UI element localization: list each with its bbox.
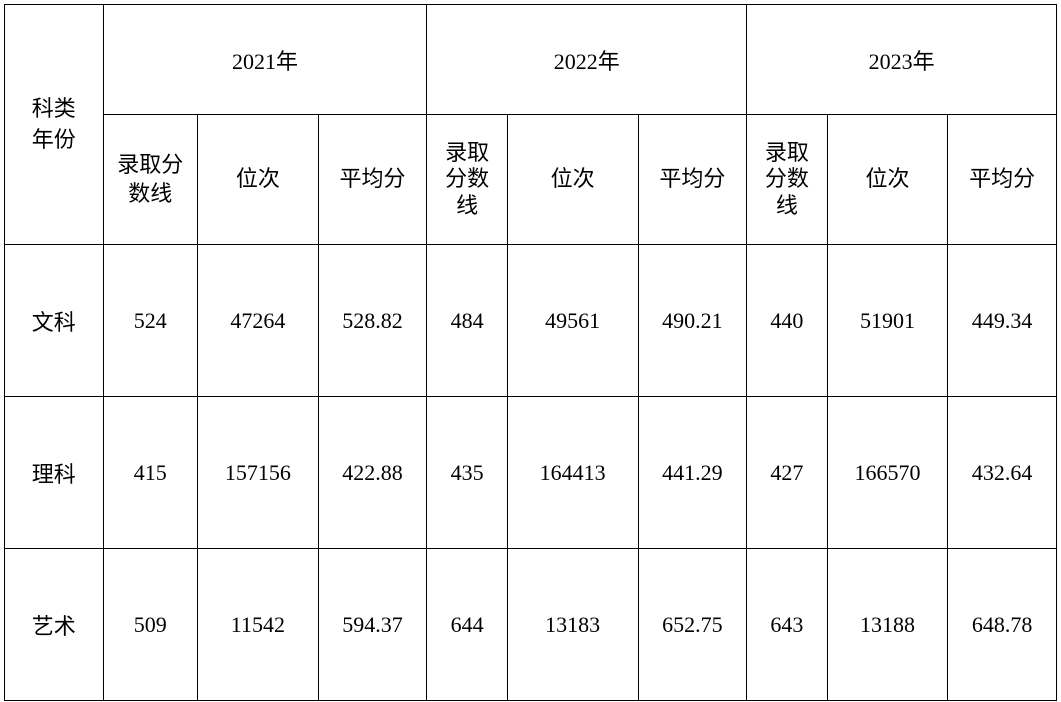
cell-rank: 47264 [198, 245, 319, 397]
cell-rank: 164413 [507, 397, 638, 549]
cell-score-line: 484 [427, 245, 507, 397]
year-header-2021: 2021年 [103, 5, 427, 115]
cell-score-line: 427 [747, 397, 827, 549]
cell-average: 441.29 [638, 397, 747, 549]
cell-average: 652.75 [638, 549, 747, 701]
cell-rank: 166570 [827, 397, 948, 549]
row-label: 理科 [5, 397, 104, 549]
cell-average: 594.37 [318, 549, 427, 701]
cell-rank: 157156 [198, 397, 319, 549]
cell-rank: 11542 [198, 549, 319, 701]
row-label: 文科 [5, 245, 104, 397]
subheader-average: 平均分 [318, 115, 427, 245]
cell-average: 490.21 [638, 245, 747, 397]
subheader-rank: 位次 [507, 115, 638, 245]
cell-score-line: 415 [103, 397, 198, 549]
cell-rank: 13188 [827, 549, 948, 701]
table-row: 艺术 509 11542 594.37 644 13183 652.75 643… [5, 549, 1057, 701]
cell-score-line: 643 [747, 549, 827, 701]
cell-score-line: 440 [747, 245, 827, 397]
cell-rank: 13183 [507, 549, 638, 701]
cell-average: 528.82 [318, 245, 427, 397]
subheader-average: 平均分 [638, 115, 747, 245]
subheader-rank: 位次 [198, 115, 319, 245]
admissions-table: 科类年份 2021年 2022年 2023年 录取分数线 位次 平均分 录取分数… [4, 4, 1057, 701]
subheader-score-line: 录取分数线 [427, 115, 507, 245]
year-header-2022: 2022年 [427, 5, 747, 115]
cell-average: 449.34 [948, 245, 1057, 397]
year-header-2023: 2023年 [747, 5, 1057, 115]
corner-header: 科类年份 [5, 5, 104, 245]
subheader-average: 平均分 [948, 115, 1057, 245]
cell-score-line: 509 [103, 549, 198, 701]
cell-average: 422.88 [318, 397, 427, 549]
cell-rank: 49561 [507, 245, 638, 397]
table-row: 理科 415 157156 422.88 435 164413 441.29 4… [5, 397, 1057, 549]
cell-score-line: 435 [427, 397, 507, 549]
subheader-score-line: 录取分数线 [747, 115, 827, 245]
cell-rank: 51901 [827, 245, 948, 397]
cell-score-line: 644 [427, 549, 507, 701]
cell-score-line: 524 [103, 245, 198, 397]
cell-average: 432.64 [948, 397, 1057, 549]
subheader-rank: 位次 [827, 115, 948, 245]
row-label: 艺术 [5, 549, 104, 701]
subheader-score-line: 录取分数线 [103, 115, 198, 245]
cell-average: 648.78 [948, 549, 1057, 701]
table-row: 文科 524 47264 528.82 484 49561 490.21 440… [5, 245, 1057, 397]
